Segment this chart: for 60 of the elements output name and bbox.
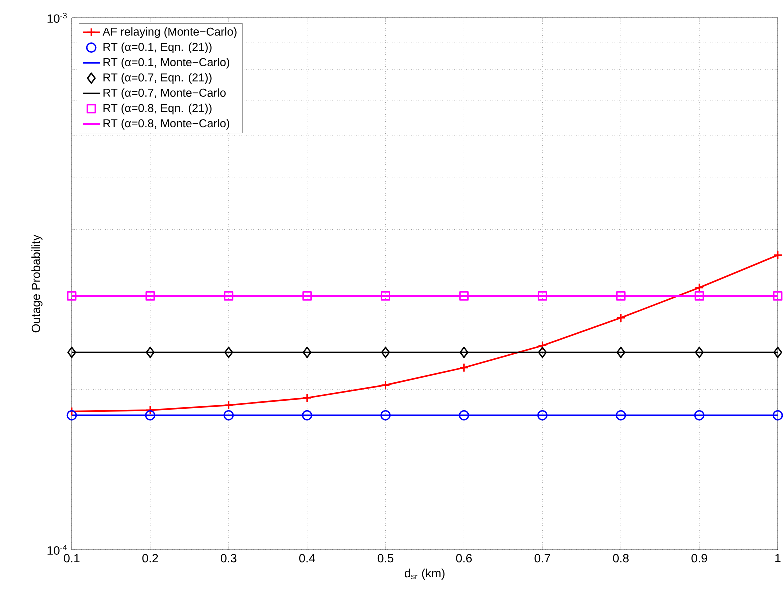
x-axis-title: d$_{sr}$ (km) [405, 568, 445, 580]
point [145, 410, 156, 421]
point [302, 410, 313, 421]
point [538, 292, 548, 301]
x-tick-label: 0.2 [142, 554, 158, 563]
point [224, 346, 234, 358]
legend-label: AF relaying (Monte−Carlo) [102, 28, 237, 38]
legend-label: RT (α=0.7, Eqn. (21)) [104, 73, 212, 84]
x-tick-label: 0.1 [64, 554, 80, 563]
point [616, 410, 626, 421]
point [616, 292, 626, 301]
legend-label: RT (α=0.8, Monte−Carlo) [104, 119, 230, 130]
point [538, 346, 548, 358]
point [381, 346, 390, 358]
point [302, 393, 312, 403]
point [459, 410, 470, 421]
x-tick-label: 0.6 [456, 554, 472, 563]
point [146, 346, 155, 358]
legend-label: RT (α=0.1, Eqn. (21)) [104, 42, 212, 54]
x-tick-label: 0.3 [221, 554, 237, 563]
point [68, 346, 76, 358]
point [66, 410, 78, 421]
point [224, 410, 234, 421]
point [694, 292, 704, 301]
point [772, 410, 783, 421]
legend-label: RT (α=0.8, Eqn. (21)) [104, 104, 212, 115]
y-tick-label: 10$^{-4}$ [48, 545, 68, 555]
point [774, 346, 782, 358]
point [302, 346, 312, 358]
point [224, 400, 234, 410]
point [302, 292, 312, 301]
point [773, 250, 783, 260]
x-tick-label: 0.5 [378, 554, 394, 563]
x-tick-label: 0.8 [613, 554, 629, 563]
legend-label: RT (α=0.1, Monte−Carlo) [104, 58, 230, 69]
point [146, 292, 156, 301]
point [616, 346, 626, 358]
point [67, 292, 77, 301]
point [146, 406, 156, 416]
point [537, 410, 548, 421]
point [460, 363, 469, 373]
y-tick-label: 10$^{-3}$ [48, 13, 67, 24]
x-tick-label: 0.4 [299, 554, 316, 563]
point [773, 292, 783, 301]
point [380, 410, 391, 421]
point [695, 346, 704, 358]
point [460, 346, 469, 358]
legend-label: RT (α=0.7, Monte−Carlo [104, 88, 226, 100]
point [224, 292, 234, 301]
point [381, 292, 390, 301]
x-tick-label: 1 [776, 554, 781, 562]
x-tick-label: 0.9 [692, 554, 708, 563]
x-tick-label: 0.7 [534, 554, 550, 563]
point [616, 313, 626, 323]
point [381, 380, 390, 390]
y-axis-title: Outage Probability [32, 234, 43, 333]
point [538, 341, 548, 351]
point [694, 283, 704, 293]
point [460, 292, 469, 301]
point [694, 410, 705, 421]
